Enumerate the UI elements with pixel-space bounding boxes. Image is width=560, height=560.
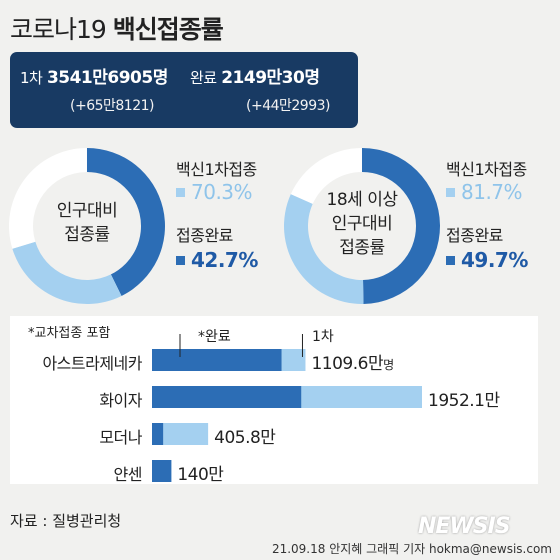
bar-complete <box>152 386 302 408</box>
donut-slice-complete <box>87 148 166 296</box>
cross-vaccination-note: *교차접종 포함 <box>28 326 111 341</box>
newsis-watermark: NEWSIS <box>418 514 511 539</box>
first-dose-total: 1차 3541만6905명 <box>20 63 168 88</box>
page-title: 코로나19 백신접종률 <box>10 10 224 46</box>
bar-value-label: 1952.1만 <box>428 386 500 411</box>
bar-value-text: 140만 <box>177 465 224 485</box>
donut-chart-adult-population <box>284 148 441 304</box>
donut-slice-complete <box>362 148 441 304</box>
title-part-1: 코로나19 <box>10 15 107 44</box>
credit-line: 21.09.18 안지혜 그래픽 기자 hokma@newsis.com <box>271 542 552 556</box>
donut-2-center-line-2: 인구대비 <box>331 214 393 234</box>
bar-first-dose <box>152 423 209 445</box>
complete-swatch-icon <box>176 256 185 265</box>
bar-value-text: 1109.6만 <box>311 354 384 374</box>
bar-value-label: 140만 <box>177 460 224 485</box>
donut-slice-first-only <box>12 241 122 304</box>
complete-label: 완료 <box>190 69 217 87</box>
bar-category-label: 화이자 <box>99 391 142 410</box>
donut-2-first-label: 백신1차접종 <box>446 160 527 179</box>
donut-slice-unvaccinated <box>290 148 362 204</box>
donut-1-first-value: 70.3% <box>176 180 253 204</box>
donut-1-complete-value: 42.7% <box>176 248 258 272</box>
legend-complete-label: *완료 <box>198 329 231 345</box>
bar-complete <box>152 460 172 482</box>
bar-value-text: 405.8만 <box>214 428 276 448</box>
complete-value: 2149만30명 <box>221 68 320 88</box>
bar-unit-label: 명 <box>383 358 394 372</box>
donut-1-complete-value-text: 42.7% <box>191 248 258 272</box>
donut-1-first-label: 백신1차접종 <box>176 160 257 179</box>
donut-2-center-label: 18세 이상 인구대비 접종률 <box>280 188 444 260</box>
complete-swatch-icon <box>446 256 455 265</box>
first-dose-value: 3541만6905명 <box>46 68 168 88</box>
bar-value-label: 1109.6만명 <box>311 349 394 374</box>
complete-delta: (+44만2993) <box>246 98 330 114</box>
totals-box: 1차 3541만6905명 완료 2149만30명 (+65만8121) (+4… <box>10 52 358 128</box>
first-swatch-icon <box>176 188 185 197</box>
donut-1-center-line-1: 인구대비 <box>56 201 118 221</box>
donut-1-first-value-text: 70.3% <box>191 180 253 204</box>
bar-category-label: 모더나 <box>99 428 142 447</box>
complete-total: 완료 2149만30명 <box>190 63 320 88</box>
bar-value-label: 405.8만 <box>214 423 276 448</box>
donut-1-center-line-2: 접종률 <box>64 225 110 245</box>
donut-slice-first-only <box>284 194 364 304</box>
bar-category-label: 아스트라제네카 <box>42 354 142 373</box>
first-dose-delta: (+65만8121) <box>70 98 154 114</box>
donut-2-complete-label: 접종완료 <box>446 226 503 245</box>
bar-category-label: 얀센 <box>113 465 143 484</box>
donut-slice-unvaccinated <box>9 148 87 249</box>
legend-first-label: 1차 <box>312 329 334 345</box>
bar-complete <box>152 423 164 445</box>
donut-chart-total-population <box>9 148 166 304</box>
first-dose-label: 1차 <box>20 69 43 87</box>
first-swatch-icon <box>446 188 455 197</box>
donut-2-complete-value-text: 49.7% <box>461 248 528 272</box>
donut-2-first-value: 81.7% <box>446 180 523 204</box>
bar-complete <box>152 349 282 371</box>
source-note: 자료 : 질병관리청 <box>10 512 122 530</box>
title-part-2: 백신접종률 <box>112 15 224 44</box>
donut-2-center-line-1: 18세 이상 <box>326 190 398 210</box>
bar-value-text: 1952.1만 <box>428 391 500 411</box>
donut-2-center-line-3: 접종률 <box>339 238 385 258</box>
donut-1-complete-label: 접종완료 <box>176 226 233 245</box>
donut-2-first-value-text: 81.7% <box>461 180 523 204</box>
donut-2-complete-value: 49.7% <box>446 248 528 272</box>
donut-1-center-label: 인구대비 접종률 <box>5 199 169 247</box>
